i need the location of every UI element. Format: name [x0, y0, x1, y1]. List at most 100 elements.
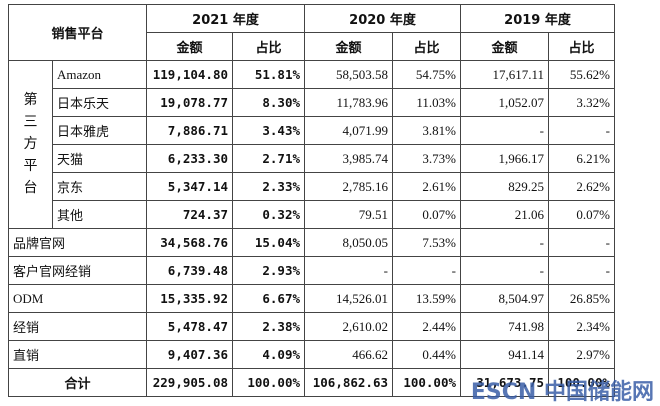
row-label: 直销 [7, 340, 148, 369]
table-row: 天猫 6,233.30 2.71% 3,985.74 3.73% 1,966.17 6.21… [9, 144, 616, 173]
total-cell: 100.00% [392, 368, 462, 397]
total-cell: 100.00% [232, 368, 306, 397]
value-cell: 51.81% [232, 60, 306, 89]
row-label: ODM [7, 284, 148, 313]
value-cell: 2.44% [392, 312, 462, 341]
row-label: 天猫 [51, 144, 148, 173]
value-cell: - [460, 228, 550, 257]
year-header: 2019 年度 [460, 4, 616, 33]
value-cell: 0.07% [392, 200, 462, 229]
value-cell: 941.14 [460, 340, 550, 369]
table-body: 销售平台 2021 年度 2020 年度 2019 年度 金额 占比 金额 占比 金额 占比 第三方… [7, 4, 616, 397]
table-row: 客户官网经销 6,739.48 2.93% - - - - [7, 256, 616, 285]
value-cell: 5,478.47 [146, 312, 234, 341]
value-cell: 26.85% [548, 284, 616, 313]
value-cell: - [460, 116, 550, 145]
value-cell: 3,985.74 [304, 144, 394, 173]
value-cell: 11,783.96 [304, 88, 394, 117]
row-label: 品牌官网 [7, 228, 148, 257]
total-cell: 106,862.63 [304, 368, 394, 397]
value-cell: 0.44% [392, 340, 462, 369]
row-label: Amazon [51, 60, 148, 89]
value-cell: - [548, 116, 616, 145]
value-cell: 6.21% [548, 144, 616, 173]
table-row: 直销 9,407.36 4.09% 466.62 0.44% 941.14 2.97% [7, 340, 616, 369]
value-cell: 8,504.97 [460, 284, 550, 313]
row-label: 客户官网经销 [7, 256, 148, 285]
value-cell: 21.06 [460, 200, 550, 229]
value-cell: 7,886.71 [146, 116, 234, 145]
sub-header: 占比 [232, 32, 306, 61]
value-cell: 79.51 [304, 200, 394, 229]
value-cell: 1,966.17 [460, 144, 550, 173]
value-cell: 7.53% [392, 228, 462, 257]
value-cell: 829.25 [460, 172, 550, 201]
sales-table: 销售平台 2021 年度 2020 年度 2019 年度 金额 占比 金额 占比 金额 占比 第三方… [7, 4, 616, 397]
value-cell: 2.61% [392, 172, 462, 201]
value-cell: 19,078.77 [146, 88, 234, 117]
value-cell: - [548, 228, 616, 257]
watermark: ESCN 中国储能网 [470, 380, 654, 405]
value-cell: 54.75% [392, 60, 462, 89]
value-cell: - [548, 256, 616, 285]
total-cell: 31,673.75 [460, 368, 550, 397]
value-cell: 2.38% [232, 312, 306, 341]
table-row: 其他 724.37 0.32% 79.51 0.07% 21.06 0.07% [9, 200, 616, 229]
total-cell: 100.00% [548, 368, 616, 397]
value-cell: 6,233.30 [146, 144, 234, 173]
total-label: 合计 [7, 368, 148, 397]
value-cell: 466.62 [304, 340, 394, 369]
value-cell: 3.81% [392, 116, 462, 145]
value-cell: 8,050.05 [304, 228, 394, 257]
row-label: 京东 [51, 172, 148, 201]
sub-header: 金额 [304, 32, 394, 61]
value-cell: 15.04% [232, 228, 306, 257]
row-label: 日本雅虎 [51, 116, 148, 145]
value-cell: 58,503.58 [304, 60, 394, 89]
value-cell: 13.59% [392, 284, 462, 313]
value-cell: 3.32% [548, 88, 616, 117]
value-cell: 4.09% [232, 340, 306, 369]
row-label: 其他 [51, 200, 148, 229]
table-row: ODM 15,335.92 6.67% 14,526.01 13.59% 8,504.97… [7, 284, 616, 313]
value-cell: 6.67% [232, 284, 306, 313]
table-row: 日本乐天 19,078.77 8.30% 11,783.96 11.03% 1,052.0… [9, 88, 616, 117]
table-row: 经销 5,478.47 2.38% 2,610.02 2.44% 741.98 2.34% [7, 312, 616, 341]
value-cell: 9,407.36 [146, 340, 234, 369]
value-cell: 11.03% [392, 88, 462, 117]
value-cell: 4,071.99 [304, 116, 394, 145]
value-cell: 15,335.92 [146, 284, 234, 313]
value-cell: 3.43% [232, 116, 306, 145]
table-row: 第三方平台 Amazon 119,104.80 51.81% 58,503.58 54.7… [8, 60, 616, 229]
value-cell: 34,568.76 [146, 228, 234, 257]
total-cell: 229,905.08 [146, 368, 234, 397]
sub-header: 占比 [548, 32, 616, 61]
value-cell: 5,347.14 [146, 172, 234, 201]
header-cell: 销售平台 [7, 4, 148, 61]
row-label: 日本乐天 [51, 88, 148, 117]
value-cell: 0.32% [232, 200, 306, 229]
value-cell: 55.62% [548, 60, 616, 89]
table-row: 日本雅虎 7,886.71 3.43% 4,071.99 3.81% - - [9, 116, 616, 145]
value-cell: 14,526.01 [304, 284, 394, 313]
table-row: 京东 5,347.14 2.33% 2,785.16 2.61% 829.25 2.62% [9, 172, 616, 201]
value-cell: 741.98 [460, 312, 550, 341]
value-cell: 2.71% [232, 144, 306, 173]
table-row: 金额 占比 金额 占比 金额 占比 [9, 32, 616, 61]
value-cell: - [392, 256, 462, 285]
table-row: 合计 229,905.08 100.00% 106,862.63 100.00% 31,6… [7, 368, 616, 397]
row-label: 经销 [7, 312, 148, 341]
value-cell: - [304, 256, 394, 285]
value-cell: 8.30% [232, 88, 306, 117]
year-header: 2021 年度 [146, 4, 306, 33]
value-cell: 3.73% [392, 144, 462, 173]
value-cell: 17,617.11 [460, 60, 550, 89]
value-cell: 0.07% [548, 200, 616, 229]
value-cell: 2.97% [548, 340, 616, 369]
value-cell: 2.34% [548, 312, 616, 341]
sub-header: 金额 [460, 32, 550, 61]
value-cell: 2.33% [232, 172, 306, 201]
table-row: 销售平台 2021 年度 2020 年度 2019 年度 [7, 4, 616, 61]
value-cell: 2,785.16 [304, 172, 394, 201]
group-label: 第三方平台 [8, 60, 53, 229]
